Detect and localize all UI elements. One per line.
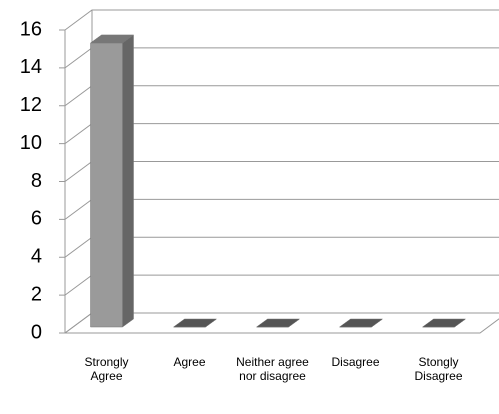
bar-top bbox=[421, 318, 467, 328]
bar bbox=[338, 318, 384, 328]
y-tick-label: 14 bbox=[20, 56, 42, 78]
x-tick-label: Agree bbox=[173, 355, 206, 369]
y-tick-label: 12 bbox=[20, 94, 42, 116]
y-tick-label: 10 bbox=[20, 132, 42, 154]
bar-front bbox=[90, 42, 123, 328]
y-tick-label: 0 bbox=[31, 321, 42, 343]
y-tick-label: 4 bbox=[31, 246, 42, 268]
bar-top bbox=[89, 34, 135, 44]
x-tick-label: Neither agree nor disagree bbox=[236, 355, 309, 383]
bar bbox=[421, 318, 467, 328]
x-tick-label: Stongly Disagree bbox=[414, 355, 463, 383]
bar bbox=[255, 318, 301, 328]
grid-line bbox=[64, 9, 499, 31]
x-tick-label: Strongly Agree bbox=[84, 355, 129, 383]
y-tick-label: 2 bbox=[31, 283, 42, 305]
bar bbox=[172, 318, 218, 328]
bar-side bbox=[122, 34, 134, 328]
bar-top bbox=[338, 318, 384, 328]
x-tick-label: Disagree bbox=[331, 355, 380, 369]
y-tick-label: 6 bbox=[31, 208, 42, 230]
y-tick-label: 8 bbox=[31, 170, 42, 192]
y-tick-label: 16 bbox=[20, 18, 42, 40]
bar-top bbox=[255, 318, 301, 328]
bar-top bbox=[172, 318, 218, 328]
bar bbox=[89, 34, 135, 328]
